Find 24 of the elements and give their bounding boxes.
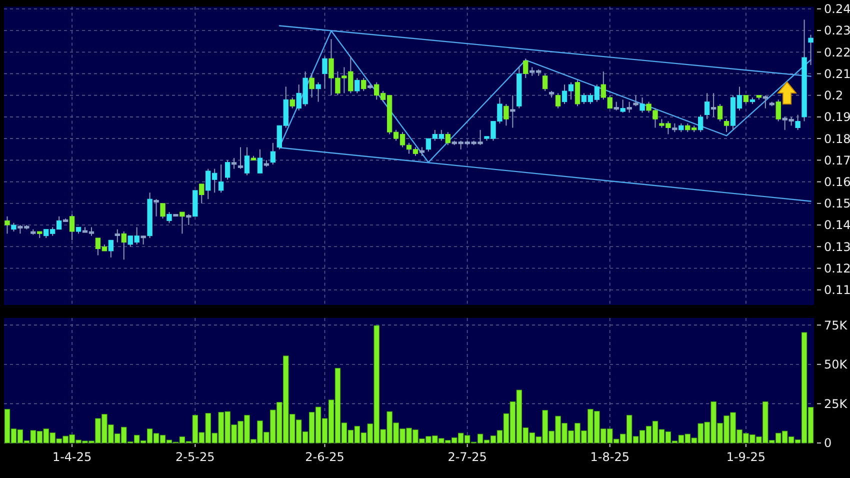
y-tick-label: 0.17 (824, 153, 850, 168)
y-tick-label: 0.22 (824, 45, 850, 60)
y-tick-label: 0.16 (824, 174, 850, 189)
y-tick-label: 50K (824, 358, 848, 372)
x-tick-label: 1-4-25 (52, 450, 92, 464)
x-tick-label: 2-6-25 (305, 450, 344, 464)
y-tick-label: 25K (824, 396, 848, 411)
y-tick-label: 0.13 (824, 240, 850, 254)
y-tick-label: 0.12 (824, 261, 850, 276)
y-tick-label: 0.24 (824, 2, 850, 16)
y-tick-label: 0.19 (824, 110, 850, 124)
y-tick-label: 0.21 (824, 66, 850, 81)
y-tick-label: 0.15 (824, 196, 850, 211)
y-tick-label: 0.11 (824, 283, 850, 298)
y-tick-label: 75K (824, 318, 848, 332)
y-tick-label: 0.2 (824, 88, 844, 103)
x-tick-label: 1-9-25 (726, 450, 766, 464)
y-tick-label: 0 (824, 436, 832, 450)
y-tick-label: 0.18 (824, 132, 850, 146)
x-tick-label: 2-5-25 (176, 450, 215, 464)
x-tick-label: 1-8-25 (590, 450, 630, 464)
y-tick-label: 0.23 (824, 24, 850, 38)
x-tick-label: 2-7-25 (448, 450, 487, 464)
y-tick-label: 0.14 (824, 218, 850, 232)
